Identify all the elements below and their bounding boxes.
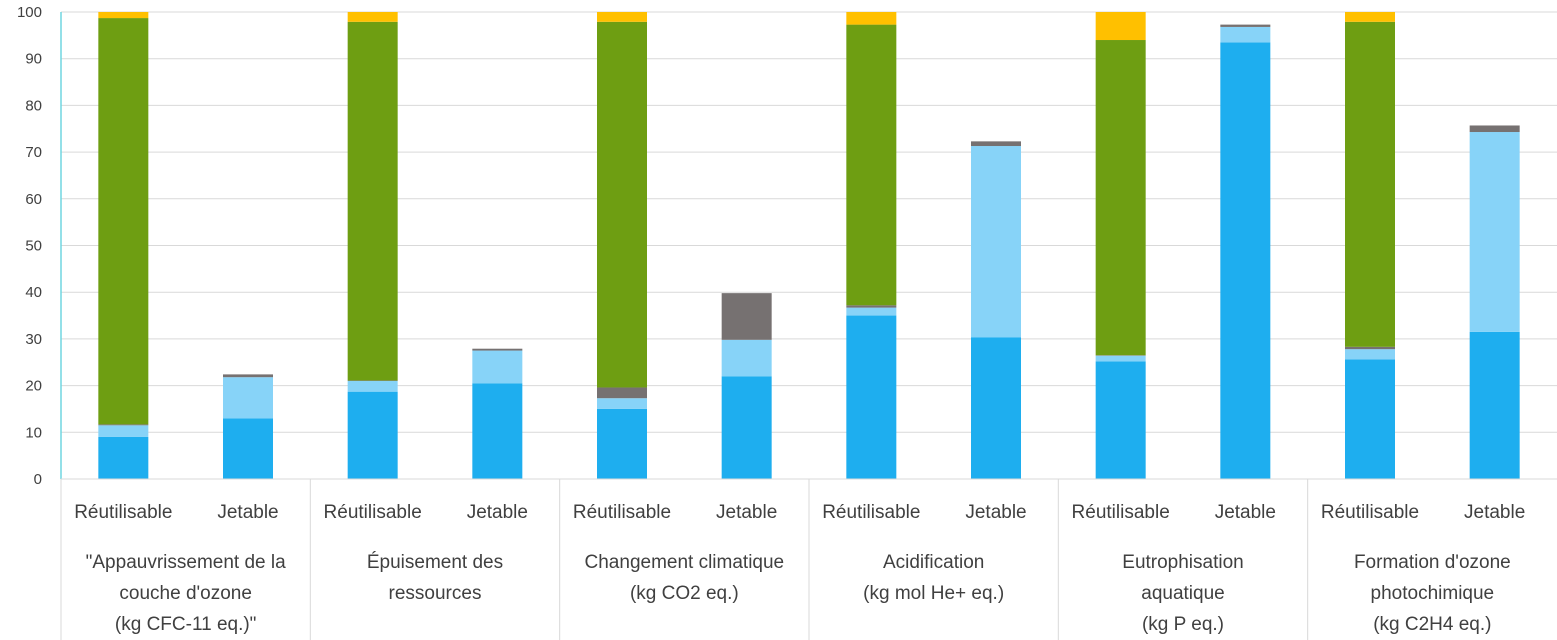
category-label: Réutilisable — [573, 502, 671, 523]
group-label-line: Formation d'ozone — [1354, 552, 1511, 573]
category-label: Réutilisable — [822, 502, 920, 523]
bar-segment — [1095, 40, 1146, 356]
bar-segment — [721, 376, 772, 479]
group-label-line: "Appauvrissement de la — [86, 552, 286, 573]
bar-segment — [1345, 349, 1395, 360]
bar-segment — [846, 24, 897, 306]
bars — [98, 12, 1520, 479]
group-label-line: (kg C2H4 eq.) — [1373, 614, 1491, 635]
category-label: Jetable — [965, 502, 1026, 523]
group-label-line: ressources — [389, 583, 482, 604]
bar-segment — [1345, 21, 1395, 347]
y-tick-label: 80 — [25, 97, 42, 114]
bar-segment — [597, 398, 647, 409]
bar-segment — [971, 146, 1021, 338]
group-label-line: Acidification — [883, 552, 984, 573]
bar-segment — [472, 348, 523, 351]
bar-segment — [1095, 361, 1146, 479]
bar-segment — [98, 424, 149, 426]
bar-segment — [1220, 24, 1271, 27]
bar-segment — [472, 350, 523, 384]
group-label-line: (kg mol He+ eq.) — [863, 583, 1004, 604]
bar-segment — [347, 391, 398, 479]
group-label-line: (kg CFC-11 eq.)" — [115, 614, 257, 635]
bar-segment — [1095, 355, 1146, 362]
bar-segment — [597, 12, 647, 22]
gridlines — [61, 11, 1557, 433]
y-tick-label: 20 — [25, 378, 42, 395]
bar-segment — [347, 21, 398, 381]
group-label-line: couche d'ozone — [119, 583, 252, 604]
bar-segment — [597, 21, 647, 388]
bar-segment — [98, 436, 149, 479]
bar-segment — [1095, 12, 1146, 41]
bar-segment — [721, 339, 772, 377]
bar-segment — [1469, 132, 1520, 332]
bar-segment — [347, 12, 398, 22]
y-tick-label: 70 — [25, 144, 42, 161]
bar-segment — [98, 425, 149, 437]
category-label: Réutilisable — [1321, 502, 1419, 523]
category-label: Jetable — [716, 502, 777, 523]
category-label: Jetable — [1215, 502, 1276, 523]
group-label-line: (kg P eq.) — [1142, 614, 1224, 635]
bar-segment — [1220, 42, 1271, 479]
category-label: Réutilisable — [74, 502, 172, 523]
y-tick-label: 30 — [25, 331, 42, 348]
y-tick-label: 60 — [25, 191, 42, 208]
group-label-line: Eutrophisation — [1122, 552, 1243, 573]
bar-segment — [347, 380, 398, 392]
y-tick-label: 100 — [17, 4, 42, 21]
x-axis: Réutilisable Jetable Réutilisable Jetable Ré… — [60, 478, 1557, 640]
bar-segment — [1469, 331, 1520, 479]
bar-segment — [98, 18, 149, 425]
bar-segment — [846, 12, 897, 25]
bar-segment — [1220, 26, 1271, 43]
group-label-line: (kg CO2 eq.) — [630, 583, 739, 604]
y-tick-label: 40 — [25, 284, 42, 301]
bar-segment — [597, 408, 647, 479]
bar-segment — [223, 418, 273, 479]
category-label: Réutilisable — [324, 502, 422, 523]
y-tick-label: 50 — [25, 238, 42, 255]
y-tick-label: 0 — [34, 471, 42, 488]
group-label-line: Changement climatique — [585, 552, 785, 573]
bar-segment — [1345, 346, 1395, 350]
bar-segment — [472, 383, 523, 479]
category-label: Jetable — [467, 502, 528, 523]
category-label: Jetable — [217, 502, 278, 523]
category-label: Jetable — [1464, 502, 1525, 523]
bar-segment — [971, 337, 1021, 479]
y-tick-label: 10 — [25, 424, 42, 441]
bar-segment — [223, 374, 273, 378]
bar-segment — [223, 377, 273, 419]
group-label-line: Épuisement des — [367, 552, 503, 573]
bar-segment — [1345, 359, 1395, 479]
y-tick-label: 90 — [25, 51, 42, 68]
bar-segment — [597, 387, 647, 399]
bar-segment — [846, 315, 897, 479]
y-axis: 0 10 20 30 40 50 60 70 80 90 100 — [17, 4, 62, 488]
bar-segment — [98, 12, 149, 19]
bar-segment — [846, 305, 897, 308]
group-label-line: photochimique — [1371, 583, 1495, 604]
bar-segment — [1345, 12, 1395, 22]
bar-segment — [846, 307, 897, 316]
bar-segment — [971, 141, 1021, 147]
category-label: Réutilisable — [1072, 502, 1170, 523]
bar-segment — [721, 293, 772, 340]
bar-segment — [1469, 125, 1520, 133]
group-label-line: aquatique — [1141, 583, 1224, 604]
